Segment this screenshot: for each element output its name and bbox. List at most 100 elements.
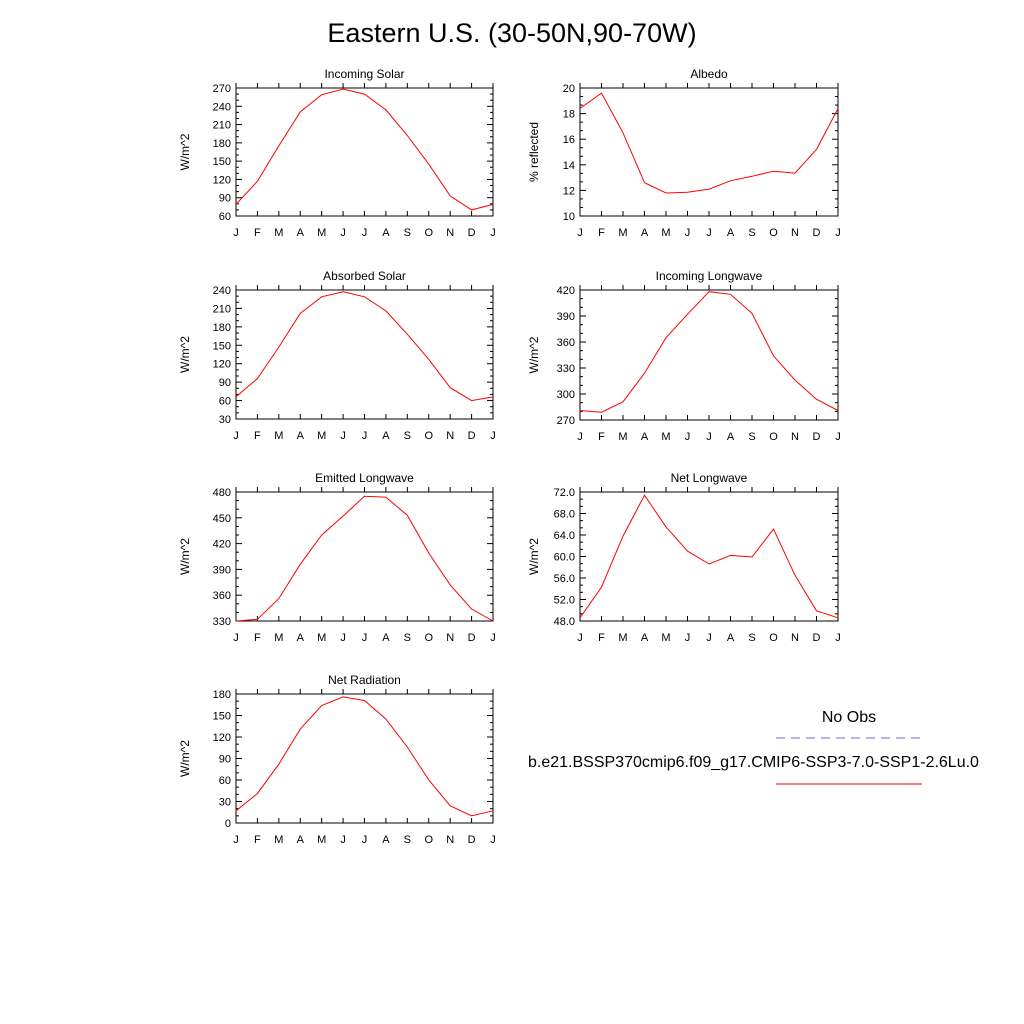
y-tick-label: 330 — [557, 363, 575, 375]
x-tick-label: F — [598, 227, 605, 239]
x-tick-label: A — [641, 431, 649, 443]
x-tick-label: A — [382, 632, 390, 644]
x-tick-label: D — [468, 227, 476, 239]
y-tick-label: 60.0 — [554, 552, 575, 564]
y-axis-label: W/m^2 — [178, 133, 192, 170]
x-tick-label: S — [748, 227, 755, 239]
x-tick-label: A — [727, 632, 735, 644]
y-axis-label: W/m^2 — [527, 538, 541, 575]
x-tick-label: J — [233, 834, 239, 846]
x-tick-label: S — [404, 430, 411, 442]
x-tick-label: J — [835, 632, 841, 644]
x-tick-label: J — [577, 227, 583, 239]
y-tick-label: 120 — [213, 174, 231, 186]
x-tick-label: M — [274, 430, 283, 442]
x-tick-label: J — [362, 430, 368, 442]
x-tick-label: A — [297, 632, 305, 644]
chart-title: Absorbed Solar — [323, 269, 406, 283]
x-tick-label: F — [254, 227, 261, 239]
y-tick-label: 90 — [219, 754, 231, 766]
legend: No Obs b.e21.BSSP370cmip6.f09_g17.CMIP6-… — [528, 709, 979, 785]
y-tick-label: 150 — [213, 156, 231, 168]
y-tick-label: 210 — [213, 120, 231, 132]
x-tick-label: J — [490, 430, 496, 442]
plot-frame — [579, 289, 839, 421]
y-tick-label: 270 — [557, 415, 575, 427]
y-tick-label: 330 — [213, 616, 231, 628]
x-tick-label: F — [254, 834, 261, 846]
chart-title: Net Longwave — [671, 471, 748, 485]
y-tick-label: 420 — [557, 285, 575, 297]
x-tick-label: J — [685, 431, 691, 443]
x-tick-label: M — [274, 632, 283, 644]
x-tick-label: J — [362, 227, 368, 239]
y-tick-label: 48.0 — [554, 616, 575, 628]
x-tick-label: F — [254, 430, 261, 442]
x-tick-label: N — [791, 632, 799, 644]
x-tick-label: N — [446, 227, 454, 239]
x-tick-label: M — [661, 431, 670, 443]
y-tick-label: 180 — [213, 138, 231, 150]
x-tick-label: A — [641, 227, 649, 239]
y-tick-label: 14 — [563, 160, 575, 172]
x-tick-label: O — [424, 430, 433, 442]
y-axis-label: W/m^2 — [178, 740, 192, 777]
plot-frame — [235, 289, 494, 420]
y-tick-label: 360 — [213, 590, 231, 602]
y-tick-label: 60 — [219, 396, 231, 408]
y-tick-label: 72.0 — [554, 487, 575, 499]
plot-frame — [235, 693, 494, 824]
y-tick-label: 450 — [213, 513, 231, 525]
x-tick-label: A — [297, 430, 305, 442]
y-tick-label: 240 — [213, 101, 231, 113]
x-tick-label: J — [340, 632, 346, 644]
chart-title: Emitted Longwave — [315, 471, 414, 485]
x-tick-label: M — [274, 834, 283, 846]
x-tick-label: A — [382, 227, 390, 239]
x-tick-label: J — [362, 632, 368, 644]
x-tick-label: O — [769, 431, 778, 443]
x-tick-label: N — [446, 632, 454, 644]
chart-title: Albedo — [690, 67, 728, 81]
x-tick-label: A — [382, 834, 390, 846]
plot-frame — [235, 491, 494, 622]
x-tick-label: M — [618, 431, 627, 443]
y-tick-label: 68.0 — [554, 509, 575, 521]
x-tick-label: M — [661, 227, 670, 239]
legend-model-label: b.e21.BSSP370cmip6.f09_g17.CMIP6-SSP3-7.… — [528, 754, 979, 771]
y-tick-label: 60 — [219, 775, 231, 787]
x-tick-label: A — [727, 431, 735, 443]
y-tick-label: 12 — [563, 185, 575, 197]
x-tick-label: J — [685, 227, 691, 239]
x-tick-label: N — [446, 834, 454, 846]
series-line — [235, 696, 494, 817]
series-line — [235, 88, 494, 211]
x-tick-label: A — [382, 430, 390, 442]
plot-frame — [579, 491, 839, 622]
y-tick-label: 480 — [213, 487, 231, 499]
x-tick-label: D — [813, 632, 821, 644]
x-tick-label: J — [340, 834, 346, 846]
chart-title: Incoming Longwave — [656, 269, 763, 283]
y-tick-label: 120 — [213, 359, 231, 371]
x-tick-label: O — [424, 227, 433, 239]
y-tick-label: 270 — [213, 83, 231, 95]
x-tick-label: M — [317, 227, 326, 239]
x-tick-label: J — [577, 632, 583, 644]
x-tick-label: N — [791, 227, 799, 239]
series-line — [235, 495, 494, 622]
y-axis-label: W/m^2 — [178, 538, 192, 575]
y-tick-label: 210 — [213, 303, 231, 315]
y-tick-label: 150 — [213, 340, 231, 352]
y-tick-label: 420 — [213, 539, 231, 551]
x-tick-label: F — [598, 632, 605, 644]
x-tick-label: J — [577, 431, 583, 443]
x-tick-label: A — [297, 834, 305, 846]
